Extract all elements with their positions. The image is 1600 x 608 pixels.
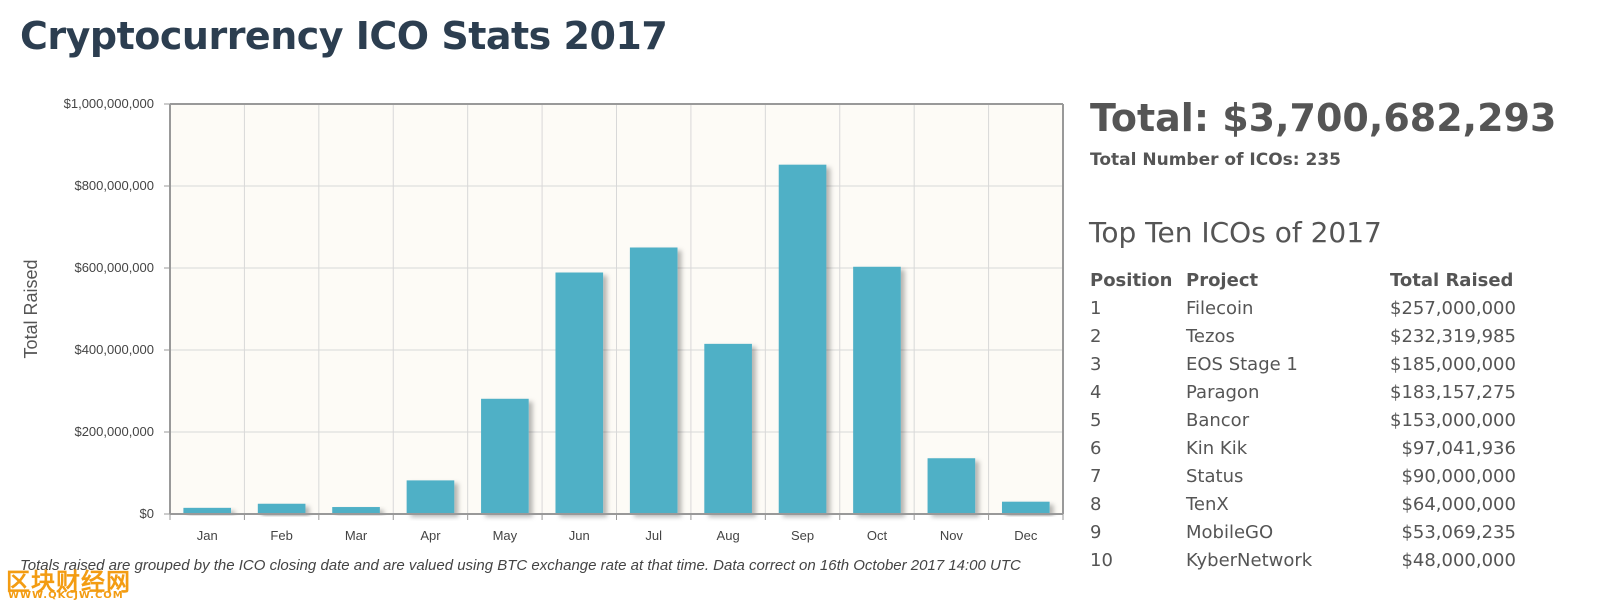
row-project: MobileGO [1186,521,1274,543]
ico-bar-chart: $0 $200,000,000 $400,000,000 $600,000,000 $8… [21,96,1064,543]
row-project: Tezos [1186,325,1235,347]
row-project: KyberNetwork [1186,549,1313,571]
bar-may [481,398,529,514]
y-tick-label: $1,000,000,000 [64,96,154,111]
y-tick-label: $800,000,000 [74,178,154,193]
table-row: 3 EOS Stage 1 $185,000,000 [1088,350,1518,378]
row-total-raised: $232,319,985 [1390,325,1516,347]
row-position: 10 [1090,549,1113,571]
bar-jan [183,507,232,514]
x-tick-label: Aug [717,528,740,543]
bar-apr [406,480,455,514]
table-row: 6 Kin Kik $97,041,936 [1088,434,1518,462]
total-raised: Total: $3,700,682,293 [1090,96,1557,140]
x-tick-label: Apr [420,528,441,543]
bar-dec [1001,501,1050,514]
x-tick-label: Sep [791,528,814,543]
row-position: 7 [1090,465,1102,487]
row-position: 2 [1090,325,1102,347]
row-position: 1 [1090,297,1102,319]
row-project: Paragon [1186,381,1260,403]
bar-feb [257,503,306,514]
row-total-raised: $48,000,000 [1401,549,1516,571]
x-tick-label: Jun [569,528,590,543]
table-row: 5 Bancor $153,000,000 [1088,406,1518,434]
x-tick-label: Jul [645,528,662,543]
chart-footnote: Totals raised are grouped by the ICO clo… [20,557,1021,574]
row-total-raised: $97,041,936 [1401,437,1516,459]
x-tick-label: Dec [1014,528,1038,543]
row-position: 8 [1090,493,1102,515]
table-row: 8 TenX $64,000,000 [1088,490,1518,518]
row-position: 9 [1090,521,1102,543]
x-tick-label: Oct [867,528,888,543]
table-row: 10 KyberNetwork $48,000,000 [1088,546,1518,574]
row-project: Status [1186,465,1244,487]
table-header-row: Position Project Total Raised [1088,266,1518,294]
x-tick-label: Jan [197,528,218,543]
table-row: 7 Status $90,000,000 [1088,462,1518,490]
row-project: Bancor [1186,409,1250,431]
row-total-raised: $64,000,000 [1401,493,1516,515]
table-row: 4 Paragon $183,157,275 [1088,378,1518,406]
table-row: 2 Tezos $232,319,985 [1088,322,1518,350]
x-tick-label: Mar [345,528,368,543]
header-total-raised: Total Raised [1390,269,1514,291]
x-tick-label: May [493,528,518,543]
row-total-raised: $257,000,000 [1390,297,1516,319]
watermark-logo: 区块财经网 [6,568,131,596]
y-tick-label: $600,000,000 [74,260,154,275]
y-tick-label: $0 [140,506,154,521]
total-ico-count: Total Number of ICOs: 235 [1090,150,1341,170]
y-axis-title: Total Raised [21,259,41,358]
page-title: Cryptocurrency ICO Stats 2017 [20,14,668,58]
row-total-raised: $183,157,275 [1390,381,1516,403]
row-project: Filecoin [1186,297,1254,319]
row-project: Kin Kik [1186,437,1248,459]
bar-oct [853,266,901,514]
row-total-raised: $90,000,000 [1401,465,1516,487]
bar-sep [778,164,827,514]
top-ten-table: Position Project Total Raised 1 Filecoin… [1088,266,1518,574]
bar-jul [629,247,678,514]
row-total-raised: $185,000,000 [1390,353,1516,375]
row-position: 3 [1090,353,1102,375]
row-total-raised: $53,069,235 [1401,521,1516,543]
row-total-raised: $153,000,000 [1390,409,1516,431]
row-position: 4 [1090,381,1102,403]
bar-mar [332,507,380,514]
header-project: Project [1186,269,1259,291]
table-row: 9 MobileGO $53,069,235 [1088,518,1518,546]
top-ten-title: Top Ten ICOs of 2017 [1089,216,1382,249]
x-tick-label: Feb [270,528,292,543]
row-project: EOS Stage 1 [1186,353,1298,375]
watermark-url: WWW.QKCJW.COM [8,590,124,601]
table-row: 1 Filecoin $257,000,000 [1088,294,1518,322]
bar-nov [927,458,976,514]
y-tick-label: $400,000,000 [74,342,154,357]
bar-aug [704,343,752,514]
row-position: 6 [1090,437,1102,459]
row-project: TenX [1186,493,1229,515]
header-position: Position [1090,269,1173,291]
y-tick-label: $200,000,000 [74,424,154,439]
x-tick-label: Nov [940,528,964,543]
bar-jun [555,272,604,514]
row-position: 5 [1090,409,1102,431]
